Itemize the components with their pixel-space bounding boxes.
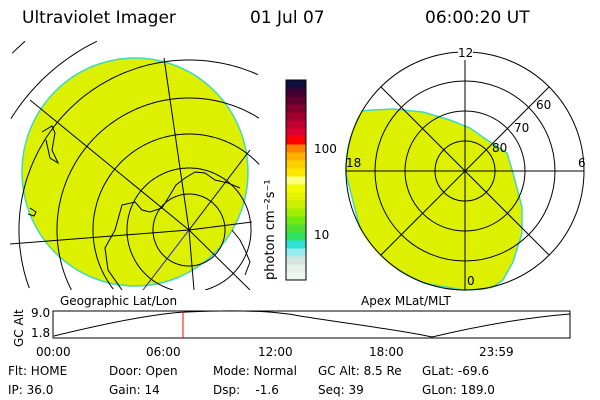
altitude-plot [52,310,571,339]
colorbar-segment [286,240,306,249]
xtick-2359: 23:59 [479,345,514,359]
colorbar-segment [286,176,306,185]
colorbar-segment [286,104,306,113]
colorbar-segment [286,112,306,121]
lat-circle [18,59,259,289]
mlat-label-70: 70 [514,121,530,135]
lat-circle [126,167,252,290]
colorbar-segment [286,272,306,281]
aurora-image-left [21,57,249,287]
instrument-title: Ultraviolet Imager [22,8,176,28]
xtick-1800: 18:00 [369,345,404,359]
mlt-label-12: 12 [458,46,474,60]
colorbar-segment [286,80,306,89]
colorbar-segment [286,160,306,169]
lat-circle [152,193,226,267]
altitude-frame [52,310,571,339]
colorbar-segment [286,256,306,265]
status-flight: Flt: HOME [8,364,68,378]
left-map-caption: Geographic Lat/Lon [60,294,178,308]
colorbar-segment [286,136,306,145]
aurora-image-right [345,108,523,291]
status-ip: IP: 36.0 [8,383,54,397]
colorbar-tick-100: 100 [314,142,337,156]
magnetic-polar-map [345,51,585,291]
colorbar-segment [286,192,306,201]
lat-circle [204,230,252,290]
lon-lines [10,57,253,290]
lat-circle [56,97,260,290]
mlt-lines [346,52,584,290]
colorbar-segment [286,144,306,153]
status-seq: Seq: 39 [318,383,364,397]
lat-circle [11,40,26,54]
geographic-map [10,40,260,290]
status-glat: GLat: -69.6 [422,364,489,378]
colorbar-segment [286,248,306,257]
colorbar-segment [286,152,306,161]
ytick-1-8: 1.8 [31,326,51,340]
colorbar-segment [286,264,306,273]
colorbar-segment [286,216,306,225]
colorbar-segment [286,128,306,137]
colorbar-segment [286,96,306,105]
lat-circles [10,40,260,290]
status-door: Door: Open [109,364,178,378]
status-dsp: Dsp: -1.6 [213,383,279,397]
colorbar-segment [286,232,306,241]
time-label: 06:00:20 UT [425,8,530,28]
mlt-label-18: 18 [346,156,362,170]
lat-circle [10,40,98,119]
meridian-line [142,229,190,290]
status-glon: GLon: 189.0 [422,383,495,397]
mlat-label-80: 80 [492,141,508,155]
mlt-label-0: 0 [467,274,475,288]
date-label: 01 Jul 07 [250,8,325,28]
ytick-9: 9.0 [31,306,51,320]
colorbar-segment [286,120,306,129]
colorbar-segment [286,208,306,217]
colorbar-frame [285,79,307,281]
colorbar-segment [286,200,306,209]
xtick-0000: 00:00 [36,345,71,359]
colorbar-segment [286,224,306,233]
mlat-label-60: 60 [536,98,552,112]
colorbar [286,80,306,281]
right-map-caption: Apex MLat/MLT [361,294,451,308]
xtick-0600: 06:00 [146,345,181,359]
mlt-label-6: 6 [578,156,586,170]
colorbar-segment [286,88,306,97]
colorbar-label: photon cm⁻²s⁻¹ [263,179,278,280]
lat-circle [92,133,260,290]
status-gain: Gain: 14 [109,383,160,397]
colorbar-tick-10: 10 [314,228,330,242]
colorbar-segment [286,184,306,193]
xtick-1200: 12:00 [258,345,293,359]
status-mode: Mode: Normal [213,364,297,378]
status-gc-alt: GC Alt: 8.5 Re [318,364,402,378]
colorbar-segment [286,168,306,177]
altitude-ylabel: GC Alt [12,309,26,347]
coastlines [27,125,251,290]
altitude-curve [53,310,571,338]
